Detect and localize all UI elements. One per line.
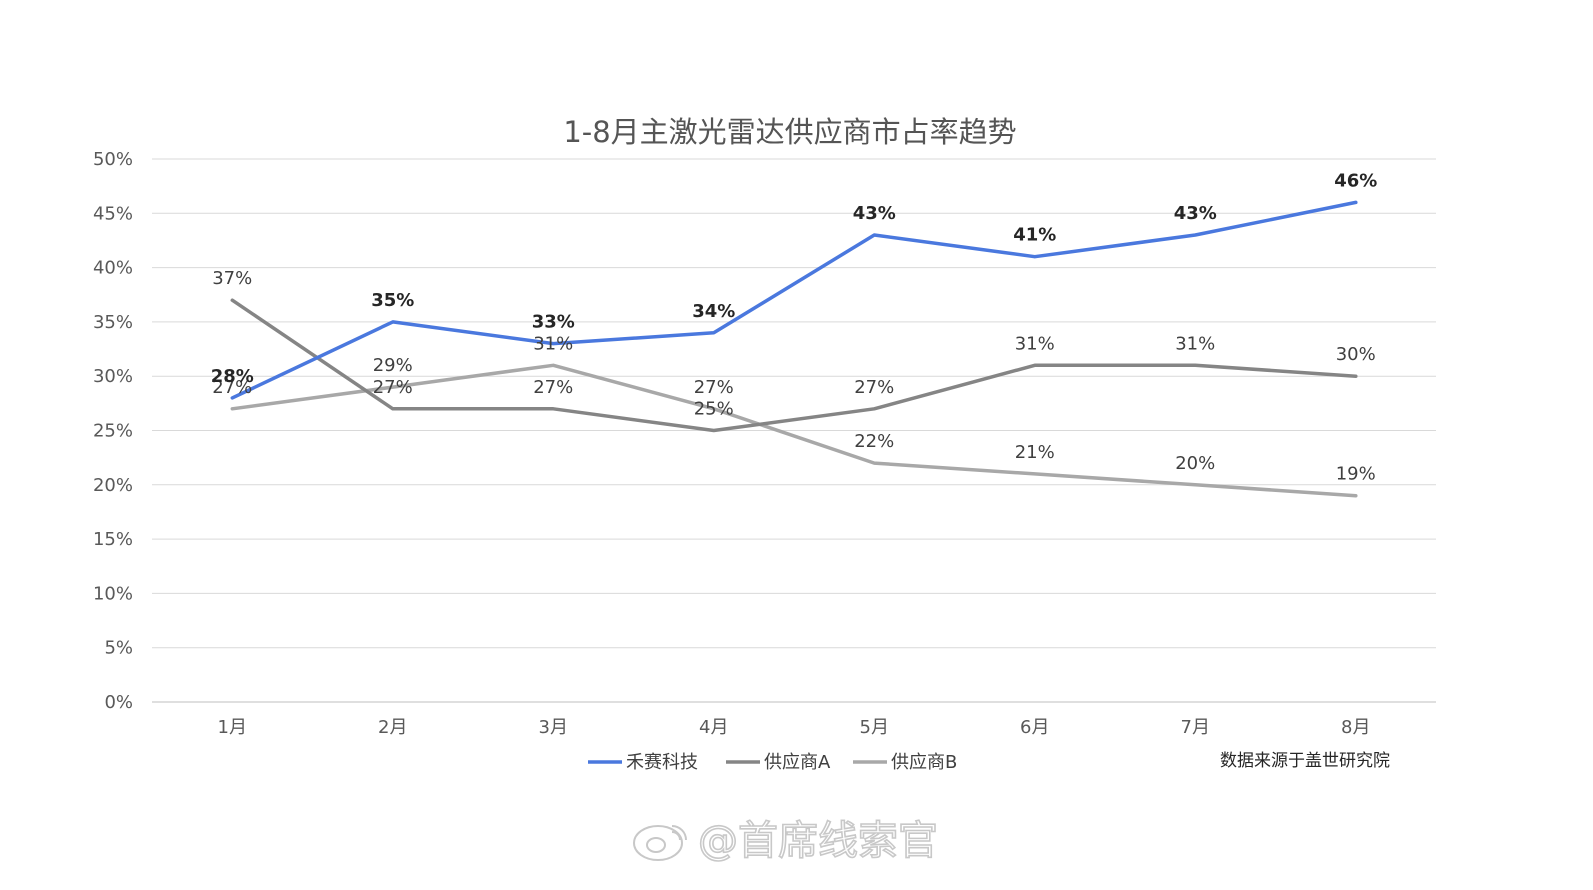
data-label: 29% bbox=[373, 355, 413, 376]
x-tick-label: 1月 bbox=[218, 717, 247, 738]
x-tick-label: 5月 bbox=[860, 717, 889, 738]
x-tick-label: 8月 bbox=[1341, 717, 1370, 738]
x-axis-ticks: 1月 2月 3月 4月 5月 6月 7月 8月 bbox=[218, 717, 1371, 738]
y-tick-label: 5% bbox=[104, 638, 133, 659]
y-tick-label: 25% bbox=[93, 421, 133, 442]
data-label: 43% bbox=[1174, 203, 1217, 224]
data-label: 21% bbox=[1015, 442, 1055, 463]
data-label: 37% bbox=[212, 268, 252, 289]
data-label: 31% bbox=[1015, 333, 1055, 354]
data-labels: 27%29%31%27%22%21%20%19%37%27% 27%25%27%3… bbox=[211, 170, 1378, 484]
data-label: 22% bbox=[854, 431, 894, 452]
series-line bbox=[230, 200, 1358, 400]
data-label: 46% bbox=[1334, 170, 1377, 191]
data-label: 30% bbox=[1336, 344, 1376, 365]
legend-entry: 禾赛科技 bbox=[626, 752, 698, 773]
data-label: 20% bbox=[1175, 453, 1215, 474]
data-label: 27% bbox=[694, 377, 734, 398]
x-tick-label: 2月 bbox=[378, 717, 407, 738]
source-note: 数据来源于盖世研究院 bbox=[1220, 751, 1390, 771]
y-tick-label: 35% bbox=[93, 312, 133, 333]
watermark: @首席线索官 bbox=[633, 817, 939, 865]
legend: 禾赛科技 供应商A 供应商B bbox=[588, 752, 957, 773]
series-line bbox=[230, 298, 1358, 433]
legend-entry: 供应商B bbox=[891, 752, 957, 773]
weibo-logo-icon bbox=[633, 825, 687, 861]
y-tick-label: 40% bbox=[93, 258, 133, 279]
y-tick-label: 20% bbox=[93, 475, 133, 496]
data-label: 31% bbox=[533, 333, 573, 354]
data-label: 28% bbox=[211, 366, 254, 387]
data-label: 27% bbox=[854, 377, 894, 398]
y-tick-label: 45% bbox=[93, 203, 133, 224]
grid bbox=[152, 158, 1436, 703]
y-tick-label: 15% bbox=[93, 529, 133, 550]
x-tick-label: 3月 bbox=[539, 717, 568, 738]
x-tick-label: 6月 bbox=[1020, 717, 1049, 738]
watermark-text: @首席线索官 bbox=[698, 818, 938, 864]
data-label: 31% bbox=[1175, 333, 1215, 354]
y-tick-label: 0% bbox=[104, 692, 133, 713]
x-tick-label: 7月 bbox=[1181, 717, 1210, 738]
y-tick-label: 30% bbox=[93, 366, 133, 387]
y-axis-ticks: 0% 5% 10% 15% 20% 25% 30% 35% 40% 45% 50% bbox=[93, 149, 133, 713]
data-label: 27% bbox=[533, 377, 573, 398]
data-label: 27% bbox=[212, 377, 252, 398]
data-label: 25% bbox=[694, 399, 734, 420]
data-label: 34% bbox=[692, 301, 735, 322]
x-tick-label: 4月 bbox=[699, 717, 728, 738]
data-label: 43% bbox=[853, 203, 896, 224]
chart-title: 1-8月主激光雷达供应商市占率趋势 bbox=[563, 115, 1016, 149]
data-label: 35% bbox=[371, 290, 414, 311]
data-label: 33% bbox=[532, 312, 575, 333]
y-tick-label: 50% bbox=[93, 149, 133, 170]
legend-entry: 供应商A bbox=[764, 752, 831, 773]
data-label: 19% bbox=[1336, 464, 1376, 485]
y-tick-label: 10% bbox=[93, 583, 133, 604]
series-lines bbox=[230, 200, 1358, 498]
data-label: 41% bbox=[1013, 225, 1056, 246]
series-line bbox=[230, 363, 1358, 498]
data-label: 27% bbox=[373, 377, 413, 398]
